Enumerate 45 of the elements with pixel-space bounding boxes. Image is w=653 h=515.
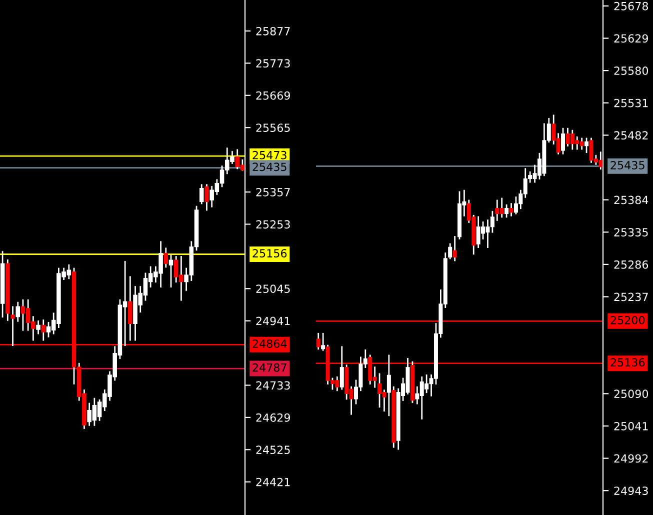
ref-line-label: 25200: [610, 316, 645, 324]
ref-line-label: 25435: [610, 160, 644, 170]
y-tick-label: 25357: [256, 188, 290, 196]
y-tick-label: 24525: [256, 446, 290, 454]
y-tick-label: 25629: [614, 34, 648, 43]
candlestick: [584, 138, 589, 154]
ref-line-label: 25435: [252, 162, 286, 172]
candlestick: [504, 204, 509, 218]
candlestick: [168, 254, 174, 288]
ref-line-label: 24787: [252, 363, 286, 372]
y-tick-label: 25335: [614, 228, 648, 236]
y-tick-label: 25877: [256, 26, 290, 36]
y-tick-label: 25669: [256, 91, 290, 100]
y-tick-label: 25580: [614, 66, 648, 75]
y-tick-label: 25237: [614, 292, 648, 302]
y-tick-label: 25531: [614, 98, 648, 108]
candlestick: [36, 320, 40, 334]
y-tick-label: 24943: [614, 486, 648, 495]
y-tick-label: 25773: [256, 59, 290, 68]
y-tick-label: 25384: [614, 196, 648, 204]
y-tick-label: 25041: [614, 422, 648, 430]
ref-line-label: 24864: [252, 339, 287, 348]
y-tick-label: 25253: [256, 220, 290, 229]
y-tick-label: 25565: [256, 124, 290, 132]
candlestick: [199, 184, 204, 204]
candlestick: [378, 373, 382, 408]
y-tick-label: 24421: [256, 478, 290, 486]
y-tick-label: 25090: [614, 390, 648, 398]
y-tick-label: 25678: [614, 2, 648, 10]
y-tick-label: 25045: [256, 284, 290, 293]
y-tick-label: 24992: [614, 454, 648, 463]
y-tick-label: 24941: [256, 316, 290, 326]
candlestick: [561, 128, 566, 154]
y-tick-label: 25482: [614, 131, 648, 140]
y-tick-label: 25286: [614, 260, 648, 269]
ref-line-label: 25156: [252, 249, 287, 258]
candlestick: [16, 302, 20, 322]
candlestick: [321, 332, 326, 351]
candlestick: [448, 243, 452, 260]
candlestick: [386, 354, 391, 416]
y-tick-label: 24733: [256, 381, 290, 390]
y-tick-label: 24629: [256, 413, 290, 422]
ref-line-label: 25473: [252, 150, 286, 160]
candlestick: [340, 346, 344, 390]
ref-line-label: 25136: [610, 358, 645, 367]
